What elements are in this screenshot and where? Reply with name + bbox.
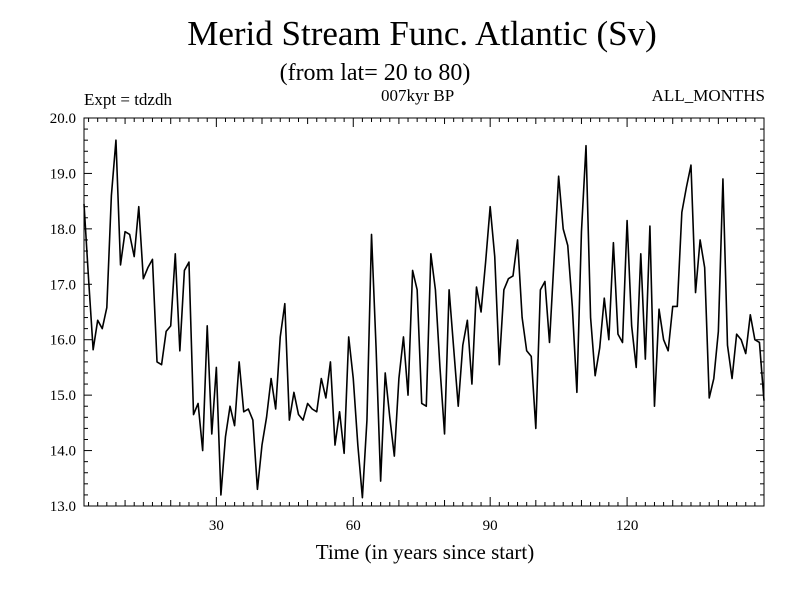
period-label: 007kyr BP: [381, 86, 455, 105]
x-axis-label: Time (in years since start): [315, 540, 535, 564]
y-tick-label-group: 18.0: [50, 222, 76, 238]
months-label: ALL_MONTHS: [651, 86, 765, 105]
x-axis: 30 60 90 120: [88, 118, 765, 534]
x-tick-label-group: 90: [483, 518, 498, 534]
x-tick-label: 60: [346, 518, 361, 534]
y-tick-label: 14.0: [50, 444, 76, 460]
plot-frame: [83, 117, 765, 507]
chart-subtitle: (from lat= 20 to 80): [279, 60, 471, 86]
y-tick-label: 16.0: [50, 333, 76, 349]
y-tick-label: 15.0: [50, 388, 76, 404]
y-tick-label: 13.0: [50, 499, 76, 515]
y-tick-label-group: 15.0: [50, 388, 76, 404]
x-tick-label: 30: [209, 518, 224, 534]
y-tick-label-group: 14.0: [50, 444, 76, 460]
y-tick-label-group: 20.0: [50, 111, 76, 127]
x-tick-label-group: 120: [616, 518, 639, 534]
x-tick-label-group: 30: [209, 518, 224, 534]
chart-title: Merid Stream Func. Atlantic (Sv): [187, 14, 657, 53]
y-tick-label: 20.0: [50, 111, 76, 127]
x-tick-label: 90: [483, 518, 498, 534]
y-tick-label-group: 19.0: [50, 166, 76, 182]
y-tick-label: 19.0: [50, 166, 76, 182]
y-axis: 13.0 14.0 15.0 16.0 17.0 18.0 19.0 20.0: [50, 111, 764, 515]
y-tick-label-group: 13.0: [50, 499, 76, 515]
y-tick-label: 18.0: [50, 222, 76, 238]
series-line: [83, 139, 765, 499]
experiment-label: Expt = tdzdh: [84, 90, 172, 109]
x-tick-label: 120: [616, 518, 639, 534]
y-tick-label: 17.0: [50, 277, 76, 293]
x-tick-label-group: 60: [346, 518, 361, 534]
y-tick-label-group: 17.0: [50, 277, 76, 293]
y-tick-label-group: 16.0: [50, 333, 76, 349]
